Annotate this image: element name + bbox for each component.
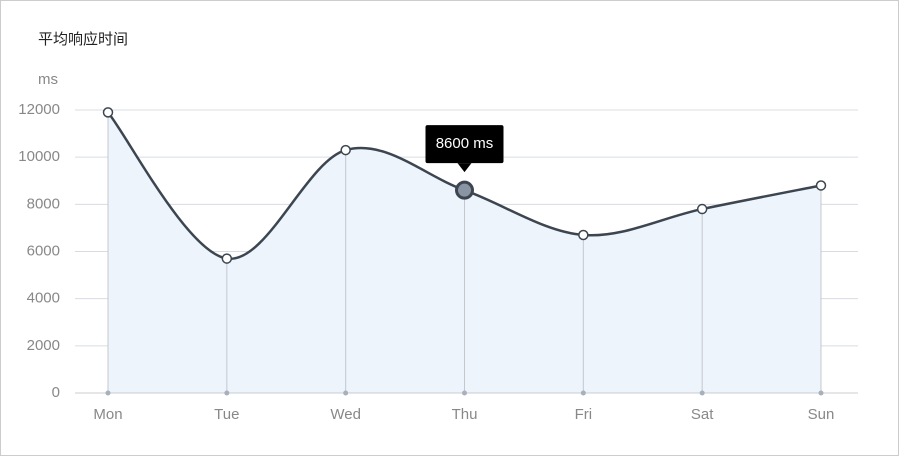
x-tick-label: Tue	[214, 406, 239, 423]
axis-dot	[462, 390, 467, 396]
point	[578, 229, 589, 241]
axis-dot	[699, 390, 705, 396]
point-highlight	[455, 180, 474, 200]
y-tick-label: 12000	[18, 101, 60, 118]
tooltip-label: 8600 ms	[436, 135, 494, 152]
y-tick-label: 10000	[18, 148, 60, 165]
x-tick-label: Sun	[808, 406, 835, 423]
point	[696, 203, 708, 215]
point	[221, 253, 233, 264]
axis-dot	[224, 390, 230, 396]
chart-title: 平均响应时间	[38, 30, 128, 48]
axis-dot	[343, 390, 349, 396]
x-tick-label: Wed	[330, 406, 361, 423]
x-tick-label: Sat	[691, 406, 714, 423]
point	[102, 107, 114, 118]
y-axis-label: ms	[38, 71, 58, 88]
tooltip-box	[425, 125, 504, 164]
y-tick-label: 2000	[27, 337, 60, 354]
x-tick-label: Thu	[452, 406, 478, 423]
y-tick-label: 6000	[27, 242, 60, 259]
y-tick-label: 4000	[27, 290, 60, 307]
axis-dot	[580, 390, 586, 396]
axis-dot	[105, 390, 111, 396]
tooltip-arrow	[457, 163, 472, 173]
y-tick-label: 8000	[27, 195, 60, 212]
point	[340, 144, 351, 156]
y-tick-label: 0	[52, 384, 60, 401]
axis-dot	[818, 390, 824, 396]
point	[815, 180, 827, 191]
x-tick-label: Mon	[93, 406, 122, 423]
x-tick-label: Fri	[575, 406, 593, 423]
